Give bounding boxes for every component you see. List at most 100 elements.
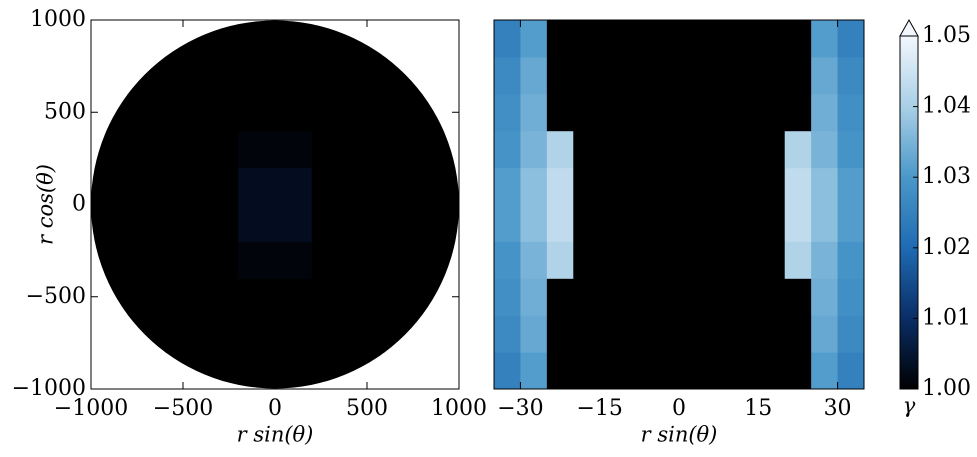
- cell: [127, 20, 166, 58]
- cell: [385, 204, 423, 242]
- cell: [238, 56, 276, 95]
- cell: [385, 315, 423, 353]
- cell: [201, 130, 239, 169]
- cell: [348, 93, 386, 132]
- cell: [275, 241, 313, 279]
- cell: [652, 204, 680, 242]
- cell: [91, 130, 129, 169]
- cell: [91, 20, 129, 58]
- cell: [599, 130, 627, 169]
- cell: [127, 204, 166, 242]
- cell: [385, 130, 423, 169]
- cell: [201, 352, 239, 389]
- cell: [546, 20, 574, 58]
- cell: [238, 20, 276, 58]
- y-axis-label: r cos(θ): [34, 164, 58, 245]
- cell: [573, 93, 601, 132]
- cell: [652, 241, 680, 279]
- cell: [731, 56, 759, 95]
- cell: [784, 130, 812, 169]
- cell: [758, 352, 786, 390]
- cell: [573, 167, 601, 205]
- cell: [238, 241, 276, 279]
- y-tick-label: −1000: [12, 376, 86, 401]
- cell: [626, 167, 654, 205]
- cell: [626, 241, 654, 279]
- cell: [422, 315, 459, 353]
- cell: [91, 204, 129, 242]
- cell: [546, 278, 574, 316]
- cell: [811, 241, 839, 279]
- cell: [811, 130, 839, 169]
- cell: [758, 56, 786, 95]
- cell: [811, 278, 839, 316]
- cell: [652, 20, 680, 58]
- cell: [164, 204, 202, 242]
- cell: [422, 56, 459, 95]
- cell: [626, 278, 654, 316]
- cell: [422, 20, 459, 58]
- cell: [784, 20, 812, 58]
- cell: [238, 352, 276, 389]
- cell: [348, 204, 386, 242]
- cell: [731, 315, 759, 353]
- colorbar-tick-label: 1.04: [922, 94, 971, 119]
- cell: [705, 93, 733, 132]
- cell: [705, 352, 733, 390]
- cell: [837, 352, 865, 390]
- cell: [837, 93, 865, 132]
- cell: [758, 20, 786, 58]
- cell: [679, 315, 706, 353]
- cell: [626, 204, 654, 242]
- cell: [494, 204, 521, 242]
- cell: [758, 204, 786, 242]
- cell: [201, 20, 239, 58]
- cell: [311, 130, 350, 169]
- cell: [705, 167, 733, 205]
- cell: [705, 20, 733, 58]
- x-axis-label: r sin(θ): [237, 423, 314, 447]
- cell: [422, 352, 459, 389]
- cell: [546, 56, 574, 95]
- cell: [546, 93, 574, 132]
- colorbar-tick-label: 1.01: [922, 305, 971, 330]
- cell: [811, 315, 839, 353]
- cell: [201, 278, 239, 316]
- cell: [164, 130, 202, 169]
- cell: [837, 241, 865, 279]
- cell: [731, 241, 759, 279]
- cell: [385, 167, 423, 205]
- cell: [573, 278, 601, 316]
- cell: [652, 167, 680, 205]
- colorbar-tick-label: 1.02: [922, 235, 971, 260]
- heatmap: [91, 20, 459, 389]
- cell: [311, 315, 350, 353]
- cell: [599, 352, 627, 390]
- cell: [348, 167, 386, 205]
- cell: [811, 167, 839, 205]
- cell: [705, 315, 733, 353]
- cell: [520, 315, 548, 353]
- cell: [494, 130, 521, 169]
- cell: [520, 352, 548, 390]
- cell: [238, 167, 276, 205]
- x-tick-label: 0: [672, 396, 686, 421]
- cell: [731, 93, 759, 132]
- cell: [275, 204, 313, 242]
- cell: [201, 56, 239, 95]
- cell: [626, 20, 654, 58]
- cell: [238, 278, 276, 316]
- cell: [348, 241, 386, 279]
- cell: [837, 130, 865, 169]
- cell: [626, 352, 654, 390]
- x-tick-label: 30: [824, 396, 852, 421]
- cell: [311, 278, 350, 316]
- cell: [705, 204, 733, 242]
- cell: [599, 204, 627, 242]
- cell: [238, 204, 276, 242]
- cell: [784, 204, 812, 242]
- cell: [311, 352, 350, 389]
- cell: [784, 278, 812, 316]
- colorbar-label: γ: [903, 394, 916, 418]
